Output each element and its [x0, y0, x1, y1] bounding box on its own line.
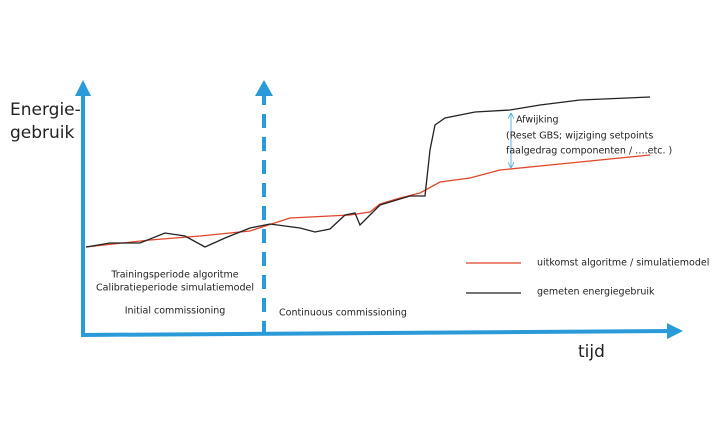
y-axis-label: gebruik	[10, 123, 75, 143]
annotation: (Reset GBS; wijziging setpoints	[506, 131, 653, 142]
measured-line	[85, 96, 651, 248]
legend-label: uitkomst algoritme / simulatiemodel	[537, 258, 709, 269]
simulated-line	[85, 154, 651, 248]
phase-text: Trainingsperiode algoritme	[110, 270, 238, 281]
annotation: faalgedrag componenten / ….etc. )	[506, 146, 672, 157]
x-axis-label: tijd	[578, 342, 605, 362]
y-axis-label: Energie-	[10, 100, 81, 120]
phase-label: Initial commissioning	[125, 306, 226, 317]
phase-text: Calibratieperiode simulatiemodel	[96, 283, 254, 294]
annotation: Afwijking	[516, 115, 559, 126]
legend-label: gemeten energiegebruik	[537, 287, 655, 298]
divider-arrowhead	[255, 80, 273, 96]
x-axis	[80, 323, 683, 340]
phase-label: Continuous commissioning	[279, 308, 407, 319]
